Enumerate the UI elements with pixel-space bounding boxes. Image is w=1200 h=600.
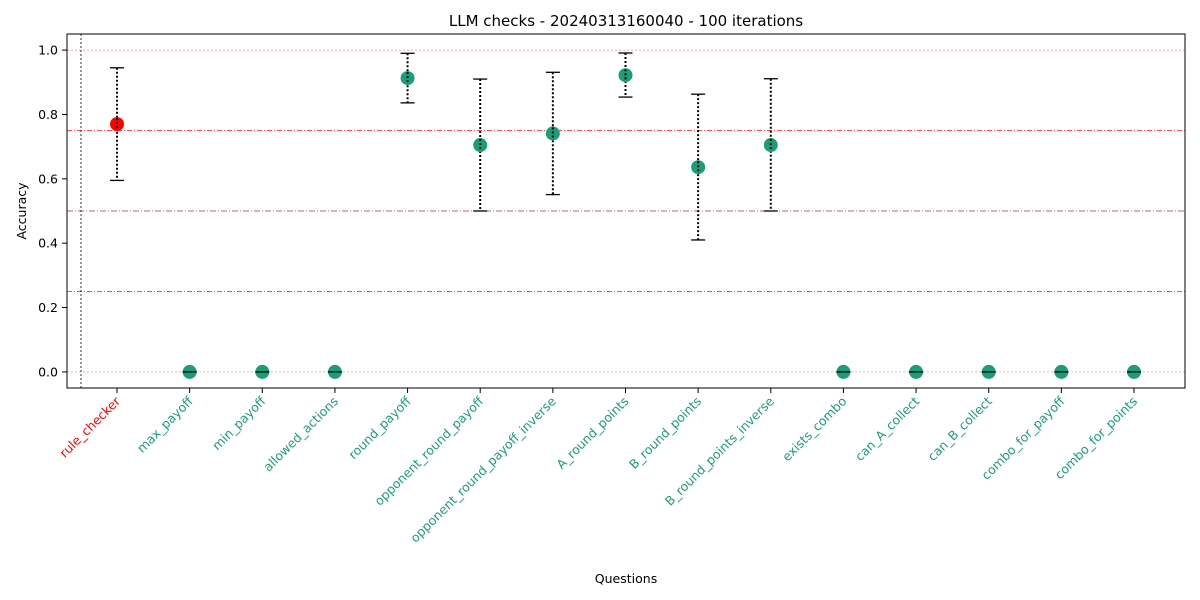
x-tick-label: A_round_points	[553, 394, 631, 472]
plot-area: 0.0 0.2 0.4 0.6 0.8 1.0 rule_checker max_payoff…	[38, 33, 1186, 545]
y-tick-label: 0.4	[38, 236, 58, 251]
y-axis-label: Accuracy	[14, 182, 29, 240]
y-tick-label: 0.6	[38, 171, 58, 186]
chart-title: LLM checks - 20240313160040 - 100 iterat…	[449, 12, 803, 30]
data-point	[110, 117, 124, 132]
y-tick-label: 1.0	[38, 43, 58, 58]
x-tick-label: exists_combo	[779, 394, 850, 465]
x-tick-label: allowed_actions	[260, 394, 341, 475]
x-tick-label: min_payoff	[209, 393, 269, 453]
x-tick-label: round_payoff	[345, 393, 414, 462]
x-axis-label: Questions	[595, 571, 657, 586]
y-tick-label: 0.8	[38, 107, 58, 122]
x-tick-label: opponent_round_payoff_inverse	[407, 393, 559, 545]
x-tick-label: B_round_points	[626, 394, 704, 472]
x-tick-label: max_payoff	[134, 393, 196, 455]
y-tick-label: 0.0	[38, 364, 58, 379]
y-tick-label: 0.2	[38, 300, 58, 315]
x-tick-label: rule_checker	[56, 393, 123, 460]
x-tick-label: can_B_collect	[925, 393, 995, 463]
x-tick-label: can_A_collect	[852, 393, 922, 463]
